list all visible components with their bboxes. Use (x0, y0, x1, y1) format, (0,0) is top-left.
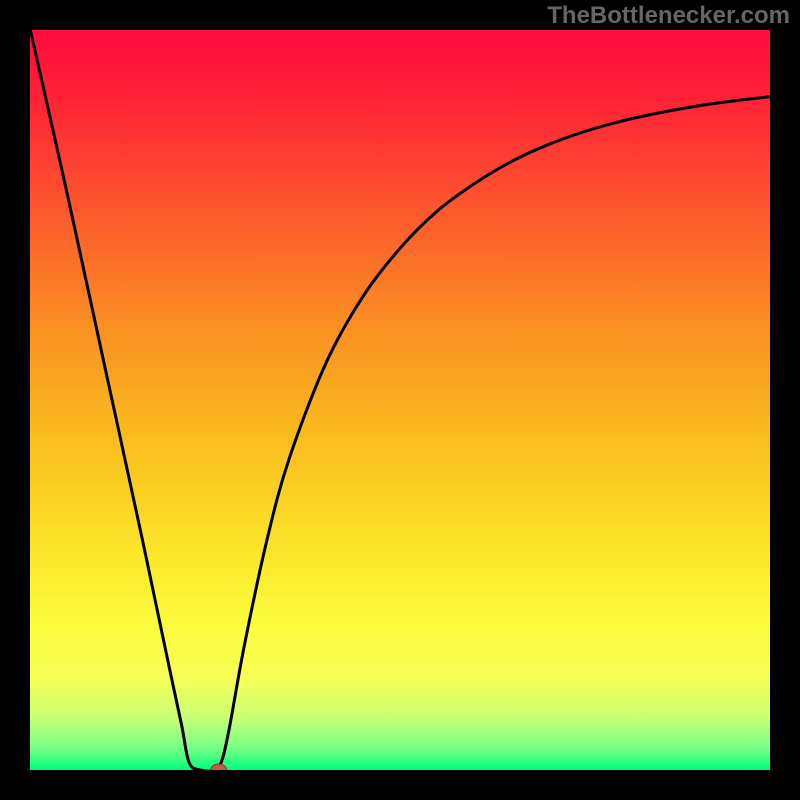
chart-border-bottom (0, 770, 800, 800)
watermark-text: TheBottlenecker.com (547, 2, 790, 30)
bottleneck-chart (0, 0, 800, 800)
plot-background (30, 30, 770, 770)
chart-border-right (770, 0, 800, 800)
chart-border-left (0, 0, 30, 800)
chart-container: TheBottlenecker.com (0, 0, 800, 800)
